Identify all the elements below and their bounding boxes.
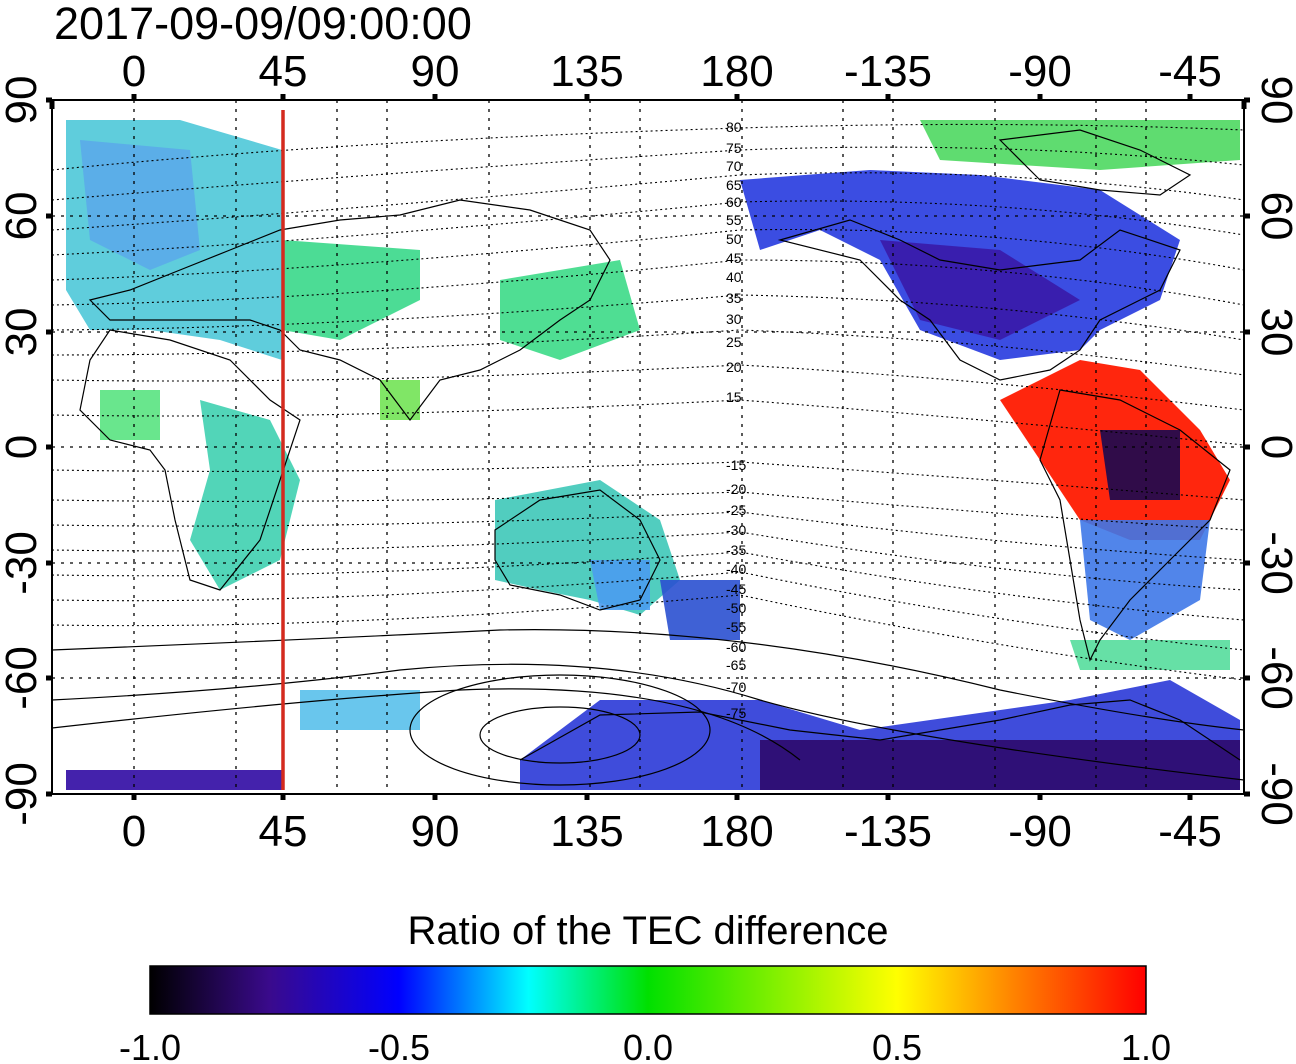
tec-map: 80 75 70 65 60 55 50 45 40 35 30 25 20 1… [0, 47, 1296, 856]
lat-tick-label: -60 [0, 646, 46, 710]
colorbar-title: Ratio of the TEC difference [407, 909, 889, 953]
timestamp-title: 2017-09-09/09:00:00 [54, 0, 472, 49]
contour-label: 45 [726, 250, 742, 266]
contour-label: -60 [726, 639, 746, 655]
lon-tick-label: -135 [844, 47, 932, 96]
contour-label: 35 [726, 290, 742, 306]
contour-labels: 80 75 70 65 60 55 50 45 40 35 30 25 20 1… [726, 119, 746, 721]
lat-tick-label: 0 [0, 435, 46, 459]
coastlines [79, 129, 1241, 761]
lon-tick-label: -135 [844, 807, 932, 856]
lon-tick-label: 180 [700, 47, 773, 96]
lon-tick-label: 180 [700, 807, 773, 856]
lon-tick-label: 135 [550, 47, 623, 96]
colorbar-tick-label: 0.0 [623, 1027, 673, 1064]
contour-label: 25 [726, 334, 742, 350]
lat-tick-label: 90 [0, 76, 46, 125]
contour-label: 40 [726, 269, 742, 285]
lon-tick-label: -90 [1008, 807, 1072, 856]
lat-tick-label: 30 [1252, 308, 1296, 357]
lat-tick-label: 90 [1252, 76, 1296, 125]
contour-label: -55 [726, 619, 746, 635]
lat-tick-label: -60 [1252, 646, 1296, 710]
lat-tick-label: -90 [1252, 762, 1296, 826]
lon-tick-label: 90 [411, 807, 460, 856]
contour-label: -40 [726, 561, 746, 577]
contour-label: 15 [726, 389, 742, 405]
lon-tick-label: 0 [122, 807, 146, 856]
contour-label: -75 [726, 705, 746, 721]
lon-tick-label: 90 [411, 47, 460, 96]
contour-label: 65 [726, 177, 742, 193]
lat-tick-label: 30 [0, 308, 46, 357]
contour-label: 60 [726, 194, 742, 210]
contour-label: 70 [726, 158, 742, 174]
lat-tick-label: 0 [1252, 435, 1296, 459]
lon-tick-label: -90 [1008, 47, 1072, 96]
frame-ticks [46, 94, 1250, 800]
contour-label: -15 [726, 457, 746, 473]
graticule-grid [52, 100, 1244, 794]
lon-tick-label: -45 [1158, 47, 1222, 96]
contour-label: -70 [726, 679, 746, 695]
lon-tick-label: 0 [122, 47, 146, 96]
colorbar-tick-label: 1.0 [1121, 1027, 1171, 1064]
contour-label: 75 [726, 140, 742, 156]
contour-label: -20 [726, 481, 746, 497]
lat-tick-label: -30 [0, 531, 46, 595]
colorbar-tick-label: -1.0 [119, 1027, 181, 1064]
colorbar: -1.0 -0.5 0.0 0.5 1.0 [119, 965, 1171, 1064]
contour-label: -45 [726, 581, 746, 597]
contour-label: 20 [726, 359, 742, 375]
contour-label: -30 [726, 522, 746, 538]
contour-label: -50 [726, 600, 746, 616]
lat-tick-label: 60 [0, 192, 46, 241]
magnetic-contours-solid [52, 629, 1244, 786]
contour-label: 80 [726, 119, 742, 135]
lat-labels-right: 90 60 30 0 -30 -60 -90 [1252, 76, 1296, 826]
lat-tick-label: 60 [1252, 192, 1296, 241]
lon-tick-label: 135 [550, 807, 623, 856]
contour-label: -65 [726, 657, 746, 673]
lon-tick-label: -45 [1158, 807, 1222, 856]
lon-tick-label: 45 [259, 807, 308, 856]
colorbar-tick-label: -0.5 [368, 1027, 430, 1064]
contour-label: -25 [726, 502, 746, 518]
lat-tick-label: -90 [0, 762, 46, 826]
lat-tick-label: -30 [1252, 531, 1296, 595]
lon-labels-bottom: 0 45 90 135 180 -135 -90 -45 [122, 807, 1222, 856]
lon-labels-top: 0 45 90 135 180 -135 -90 -45 [122, 47, 1222, 96]
contour-label: 55 [726, 212, 742, 228]
tec-data-layer [66, 120, 1240, 790]
magnetic-contours [52, 123, 1244, 681]
lon-tick-label: 45 [259, 47, 308, 96]
colorbar-gradient [149, 965, 1147, 1015]
lat-labels-left: 90 60 30 0 -30 -60 -90 [0, 76, 46, 826]
contour-label: -35 [726, 542, 746, 558]
contour-label: 30 [726, 311, 742, 327]
contour-label: 50 [726, 231, 742, 247]
colorbar-tick-label: 0.5 [872, 1027, 922, 1064]
